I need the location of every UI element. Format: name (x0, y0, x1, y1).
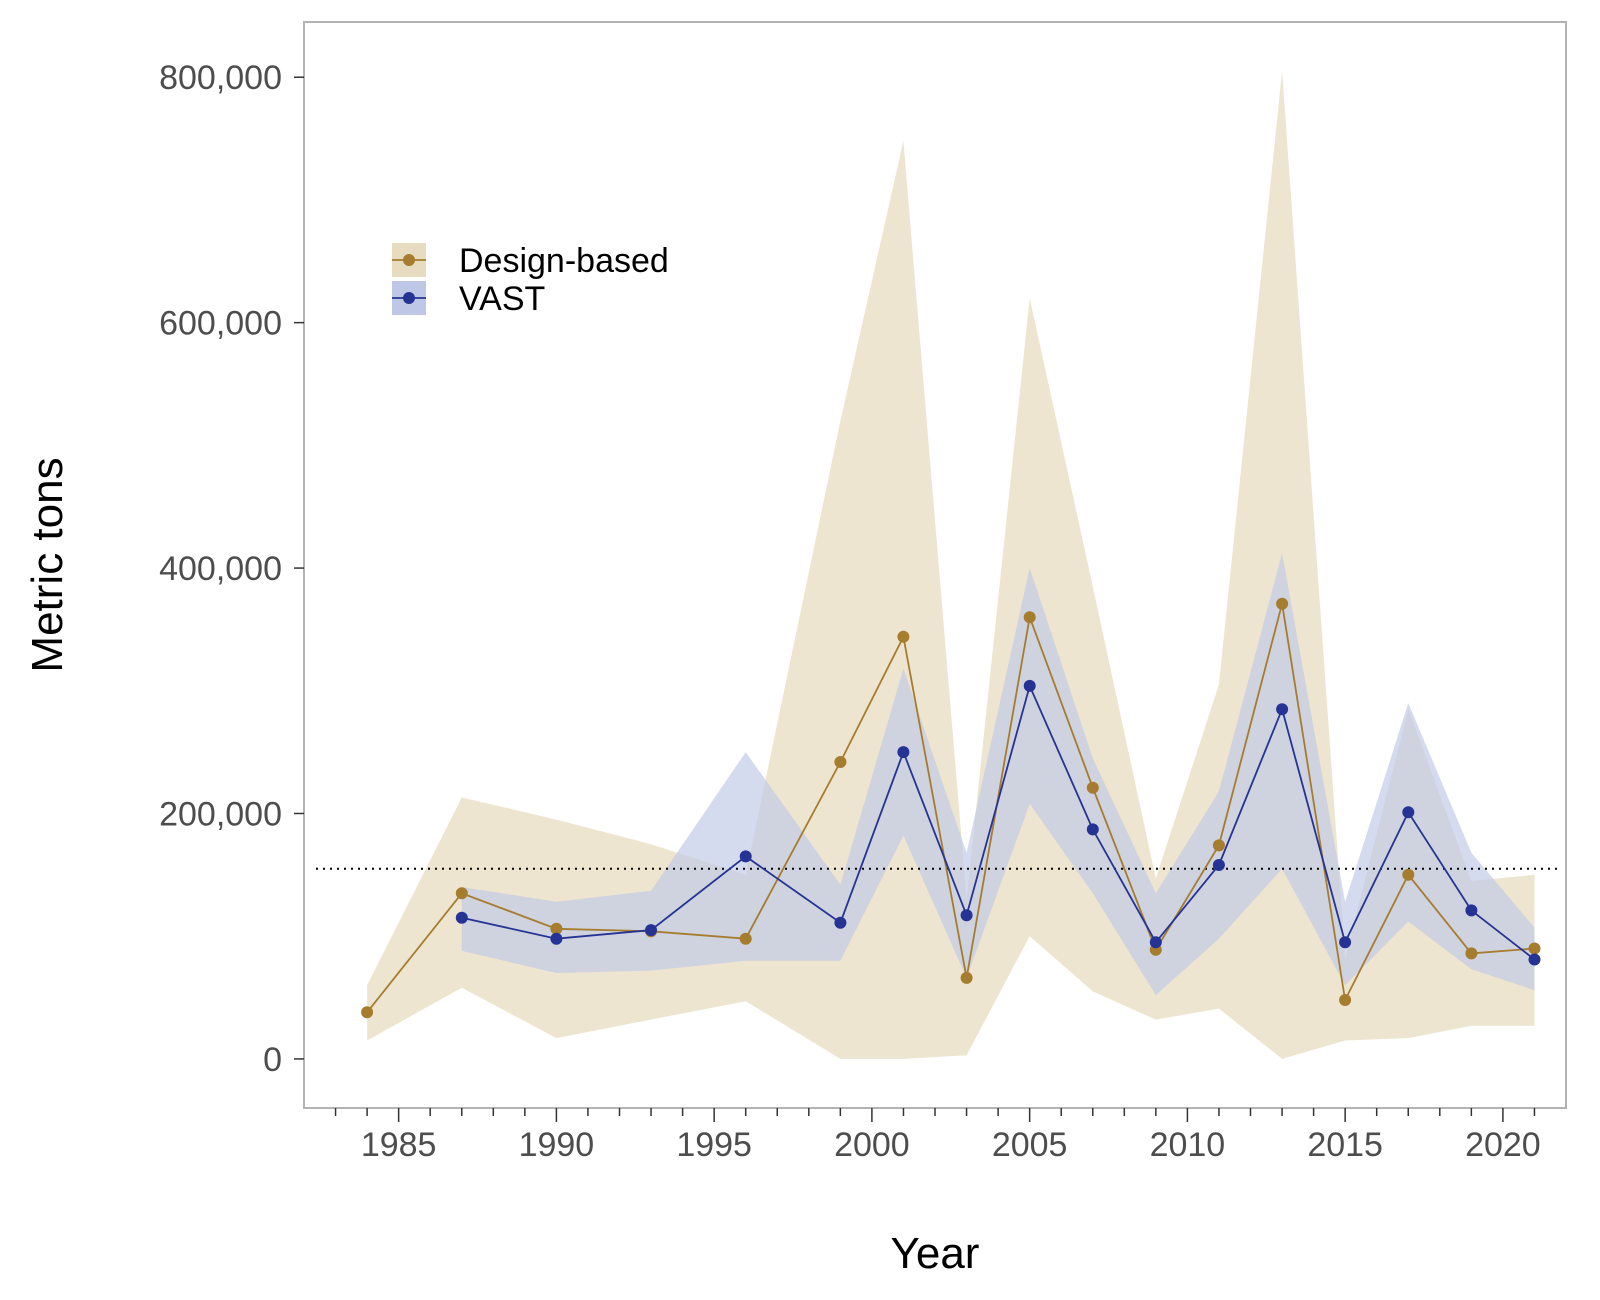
data-point-1-5 (897, 746, 910, 759)
data-point-0-5 (834, 756, 847, 768)
y-tick-label: 200,000 (159, 795, 282, 833)
data-point-1-7 (1023, 679, 1036, 692)
legend-key-point-1 (403, 292, 415, 304)
y-tick-label: 0 (263, 1041, 282, 1079)
data-point-0-12 (1276, 597, 1289, 610)
legend-label-1: VAST (459, 280, 545, 318)
data-point-1-3 (739, 850, 752, 863)
data-point-1-2 (645, 924, 657, 937)
data-point-0-4 (739, 932, 752, 945)
series-points (361, 597, 1541, 1019)
data-point-0-14 (1402, 868, 1415, 881)
data-point-1-14 (1465, 904, 1478, 917)
data-point-0-16 (1528, 942, 1541, 955)
data-point-0-6 (897, 630, 910, 643)
x-tick-label: 2010 (1150, 1126, 1226, 1164)
data-point-0-2 (550, 922, 563, 935)
x-tick-label: 1995 (676, 1126, 752, 1164)
data-point-1-8 (1086, 823, 1099, 836)
x-tick-label: 2000 (834, 1126, 910, 1164)
x-axis: 1985 1990 1995 2000 2005 2010 2015 2020 (334, 1108, 1541, 1164)
x-tick-label: 2005 (992, 1126, 1068, 1164)
legend-label-0: Design-based (459, 242, 669, 280)
data-point-1-1 (550, 932, 563, 945)
data-point-1-12 (1339, 936, 1352, 949)
data-point-0-0 (361, 1006, 374, 1019)
data-point-1-0 (455, 911, 468, 924)
y-axis-title: Metric tons (23, 457, 72, 672)
data-point-0-11 (1212, 839, 1225, 852)
data-point-0-15 (1465, 947, 1478, 960)
data-point-0-8 (1023, 611, 1036, 624)
y-tick-label: 800,000 (159, 59, 282, 97)
legend-key-point-0 (403, 254, 415, 266)
x-axis-title: Year (891, 1229, 980, 1278)
series-line-1 (461, 683, 1536, 961)
data-point-1-9 (1149, 936, 1162, 949)
data-point-0-1 (455, 887, 468, 900)
data-point-1-6 (960, 909, 973, 922)
data-point-0-9 (1086, 781, 1099, 794)
x-tick-label: 2015 (1307, 1126, 1383, 1164)
data-point-1-13 (1402, 806, 1415, 819)
x-tick-label: 1985 (361, 1126, 437, 1164)
data-point-1-15 (1528, 953, 1541, 966)
y-tick-label: 400,000 (159, 550, 282, 588)
x-tick-label: 2020 (1465, 1126, 1541, 1164)
data-point-1-10 (1212, 859, 1225, 871)
data-point-0-13 (1339, 994, 1352, 1006)
y-tick-label: 600,000 (159, 305, 282, 343)
data-point-1-4 (834, 916, 847, 929)
data-point-0-7 (960, 971, 973, 984)
x-tick-label: 1990 (519, 1126, 595, 1164)
data-point-1-11 (1276, 703, 1289, 716)
y-axis: 0 200,000 400,000 600,000 800,000 (159, 59, 304, 1079)
